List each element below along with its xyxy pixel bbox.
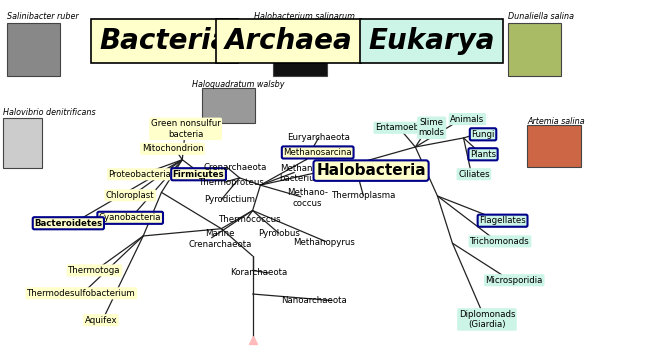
Text: Diplomonads
(Giardia): Diplomonads (Giardia): [459, 310, 515, 329]
Text: Thermococcus: Thermococcus: [219, 215, 282, 224]
Text: Thermotoga: Thermotoga: [68, 266, 120, 275]
Text: Dunaliella salina: Dunaliella salina: [508, 12, 574, 21]
Text: Methano-
coccus: Methano- coccus: [287, 188, 327, 208]
Text: Green nonsulfur
bacteria: Green nonsulfur bacteria: [150, 119, 221, 139]
Text: Methano-
bacterium: Methano- bacterium: [279, 164, 323, 183]
Text: Flagellates: Flagellates: [479, 216, 526, 225]
Text: Microsporidia: Microsporidia: [486, 276, 543, 285]
Text: Methanosarcina: Methanosarcina: [283, 148, 352, 157]
Text: Methanopyrus: Methanopyrus: [293, 238, 355, 246]
Bar: [202, 88, 255, 123]
Bar: [273, 29, 327, 76]
Text: Thermoproteus: Thermoproteus: [199, 178, 266, 187]
Text: Artemia salina: Artemia salina: [527, 117, 585, 126]
Text: Halovibrio denitrificans: Halovibrio denitrificans: [3, 108, 96, 117]
Text: Proteobacteria: Proteobacteria: [109, 170, 171, 179]
Text: Salinibacter ruber: Salinibacter ruber: [7, 12, 78, 21]
Text: Archaea: Archaea: [225, 27, 352, 55]
Bar: [3, 118, 42, 168]
Text: Mitochondrion: Mitochondrion: [142, 144, 203, 153]
Text: Nanoarchaeota: Nanoarchaeota: [282, 296, 347, 305]
Bar: [527, 125, 581, 167]
Text: Plants: Plants: [470, 150, 496, 159]
Text: Thermoplasma: Thermoplasma: [333, 191, 396, 200]
Text: Bacteroidetes: Bacteroidetes: [35, 219, 102, 228]
Text: Firmicutes: Firmicutes: [173, 170, 225, 179]
Text: Entamoebae: Entamoebae: [375, 123, 430, 132]
Text: Trichomonads: Trichomonads: [470, 237, 530, 246]
Text: Thermodesulfobacterium: Thermodesulfobacterium: [27, 289, 136, 298]
Text: Pyrolobus: Pyrolobus: [258, 229, 299, 238]
Text: Crenarchaeota: Crenarchaeota: [204, 163, 268, 172]
Text: Fungi: Fungi: [471, 130, 495, 139]
Text: Haloquadratum walsby: Haloquadratum walsby: [192, 80, 284, 89]
Text: Euryarchaeota: Euryarchaeota: [288, 134, 350, 142]
Text: Halobacterium salinarum: Halobacterium salinarum: [254, 12, 355, 21]
Text: Eukarya: Eukarya: [368, 27, 495, 55]
Text: Animals: Animals: [450, 115, 484, 123]
Bar: [508, 23, 561, 76]
Text: Korarchaeota: Korarchaeota: [230, 269, 288, 277]
Bar: [7, 23, 60, 76]
Text: Bacteria: Bacteria: [99, 27, 230, 55]
Text: Cyanobacteria: Cyanobacteria: [99, 213, 161, 222]
Text: Aquifex: Aquifex: [85, 316, 117, 325]
Text: Marine
Crenarchaeota: Marine Crenarchaeota: [188, 229, 252, 249]
Text: Ciliates: Ciliates: [458, 170, 490, 179]
Text: Pyrodictium: Pyrodictium: [204, 195, 255, 204]
Text: Chloroplast: Chloroplast: [106, 191, 154, 200]
Text: Halobacteria: Halobacteria: [316, 163, 426, 178]
Text: Slime
molds: Slime molds: [419, 118, 445, 138]
